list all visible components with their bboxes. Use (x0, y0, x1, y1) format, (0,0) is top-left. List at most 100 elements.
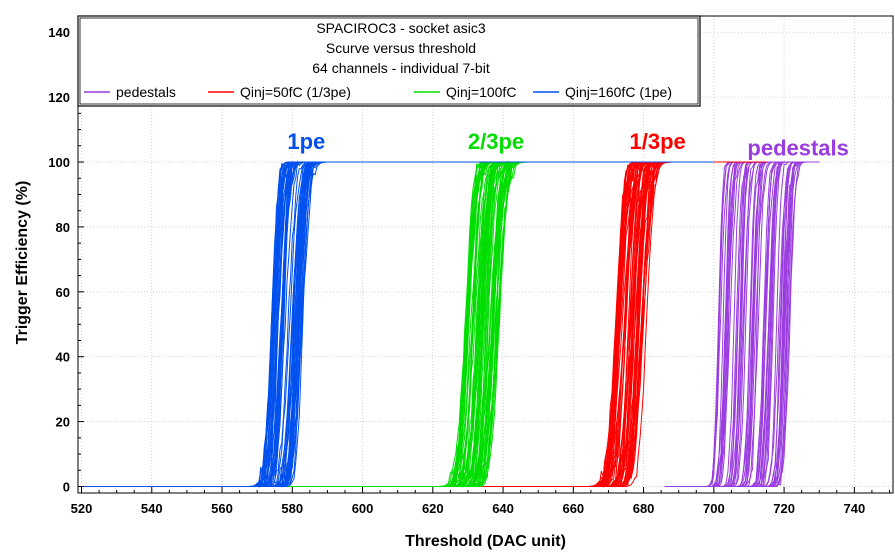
scurve-line (81, 161, 767, 487)
scurve-line (81, 161, 767, 488)
scurve-line (81, 161, 767, 487)
y-axis-title: Trigger Efficiency (%) (14, 181, 31, 345)
scurve-line (81, 161, 767, 487)
scurve-line (81, 161, 767, 487)
scurve-line (81, 161, 767, 487)
scurve-line (81, 161, 767, 487)
scurve-line (81, 161, 767, 487)
scurve-line (81, 161, 767, 487)
x-tick-label: 660 (562, 501, 584, 516)
y-tick-label: 80 (56, 220, 70, 235)
scurve-line (81, 161, 767, 487)
y-tick-label: 0 (63, 480, 70, 495)
series-1 (81, 160, 767, 488)
y-tick-label: 100 (48, 155, 70, 170)
scurve-line (81, 161, 767, 487)
x-tick-label: 620 (422, 501, 444, 516)
x-axis-title: Threshold (DAC unit) (405, 533, 566, 550)
scurve-line (81, 161, 767, 487)
x-tick-label: 580 (281, 501, 303, 516)
scurve-line (81, 161, 767, 487)
legend-inner-border (79, 17, 699, 105)
x-tick-label: 540 (141, 501, 163, 516)
scurve-line (81, 161, 767, 487)
scurve-line (81, 161, 767, 487)
scurve-line (81, 161, 767, 487)
chart-title-line: 64 channels - individual 7-bit (312, 60, 490, 76)
scurve-line (81, 161, 767, 487)
scurve-line (81, 160, 767, 487)
y-tick-label: 140 (48, 25, 70, 40)
x-tick-label: 720 (773, 501, 795, 516)
scurve-line (81, 161, 767, 487)
scurve-line (81, 161, 767, 487)
scurve-line (81, 161, 767, 487)
scurve-line (81, 161, 767, 487)
scurve-line (81, 161, 767, 487)
scurve-line (81, 161, 767, 487)
y-tick-label: 20 (56, 415, 70, 430)
annotation-label: 1/3pe (630, 129, 686, 154)
x-tick-label: 640 (492, 501, 514, 516)
scurve-line (81, 161, 767, 487)
scurve-line (81, 161, 767, 487)
x-tick-label: 700 (703, 501, 725, 516)
scurve-line (81, 161, 767, 487)
y-tick-label: 60 (56, 285, 70, 300)
scurve-line (81, 161, 767, 487)
scurve-line (81, 161, 714, 487)
x-tick-label: 740 (844, 501, 866, 516)
scurve-line (81, 161, 767, 487)
series-group (81, 160, 820, 489)
y-tick-label: 120 (48, 90, 70, 105)
scurve-line (81, 161, 767, 487)
scurve-line (81, 161, 767, 487)
scurve-line (81, 161, 767, 487)
scurve-line (81, 161, 767, 487)
scurve-line (81, 161, 767, 488)
x-tick-label: 560 (211, 501, 233, 516)
chart-title-line: Scurve versus threshold (326, 40, 476, 56)
y-tick-label: 40 (56, 350, 70, 365)
legend-box (77, 15, 701, 107)
legend-entry: pedestals (116, 84, 176, 100)
scurve-line (81, 161, 767, 487)
scurve-line (81, 161, 767, 487)
scurve-line (81, 161, 767, 487)
scurve-line (81, 161, 767, 487)
scurve-line (81, 161, 767, 487)
axis-ticks: 520 540 560 580 600 620 640 660 680 700 720 740 0 20 4… (48, 25, 890, 516)
chart-title-line: SPACIROC3 - socket asic3 (316, 20, 486, 36)
scurve-line (81, 161, 767, 487)
series-3 (81, 160, 714, 489)
scurve-line (81, 161, 767, 488)
legend-entry: Qinj=100fC (446, 84, 516, 100)
scurve-line (81, 161, 767, 487)
scurve-line (81, 161, 767, 487)
scurve-line (81, 161, 767, 487)
annotation-label: 2/3pe (468, 129, 524, 154)
scurve-line (81, 161, 767, 487)
scurve-line (81, 161, 767, 487)
legend: SPACIROC3 - socket asic3 Scurve versus th… (77, 15, 701, 107)
scurve-line (81, 161, 767, 487)
scurve-line (81, 161, 767, 487)
scurve-line (81, 160, 767, 487)
scurve-line (81, 161, 767, 487)
legend-entry: Qinj=50fC (1/3pe) (240, 84, 351, 100)
x-tick-label: 680 (633, 501, 655, 516)
annotations: 1pe 2/3pe 1/3pe pedestals (287, 129, 849, 160)
scurve-line (81, 161, 767, 487)
scurve-line (81, 161, 767, 487)
scurve-line (81, 161, 767, 487)
scurve-line (81, 161, 767, 487)
annotation-label: 1pe (287, 129, 325, 154)
scurve-line (81, 161, 767, 487)
scurve-line (81, 161, 767, 487)
scurve-line (81, 161, 767, 487)
scurve-line (81, 161, 767, 487)
scurve-line (81, 161, 767, 487)
scurve-line (81, 161, 767, 487)
scurve-line (81, 161, 767, 487)
